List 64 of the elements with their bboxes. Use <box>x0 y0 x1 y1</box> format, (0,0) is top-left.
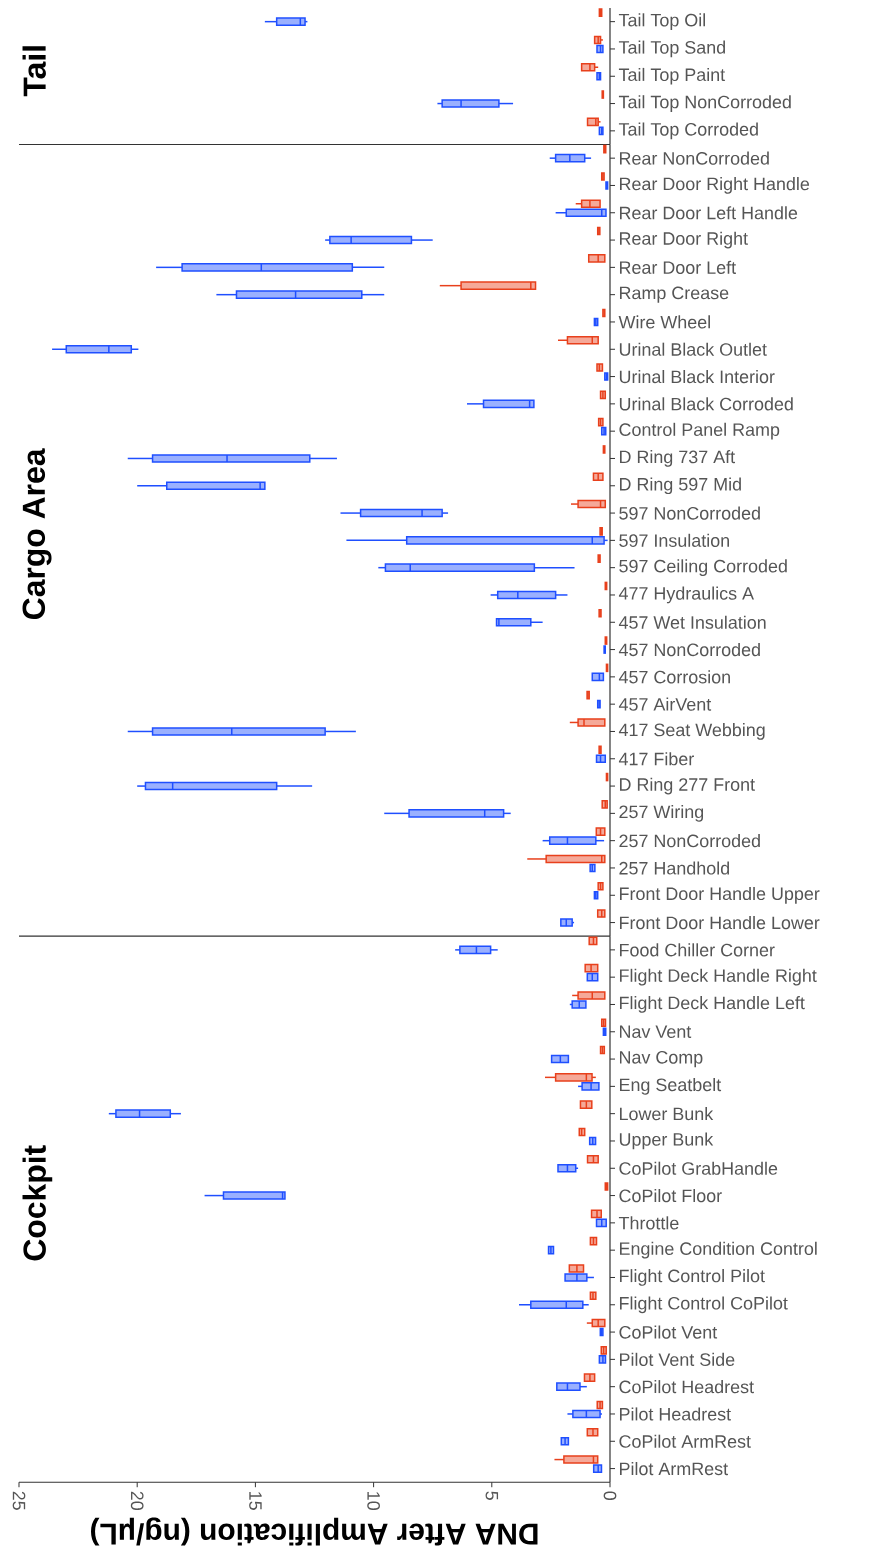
x-tick-label: 25 <box>12 1491 26 1510</box>
y-tick-label: Engine Condition Control <box>619 1241 817 1259</box>
y-tick-label: Wire Wheel <box>618 315 710 329</box>
y-tick-label: 477 Hydraulics A <box>618 586 754 604</box>
text: Cargo Area <box>22 448 52 619</box>
y-tick-label: Flight Control CoPilot <box>619 1296 788 1314</box>
y-tick-label: Pilot Vent Side <box>619 1352 735 1366</box>
y-tick-label: 597 Insulation <box>619 533 729 547</box>
text: Cockpit <box>22 1145 53 1261</box>
x-tick-label: 0 <box>603 1491 617 1501</box>
y-tick-label: D Ring 597 Mid <box>619 477 741 495</box>
y-tick-label: CoPilot ArmRest <box>619 1434 751 1448</box>
y-tick-label: 257 Wiring <box>619 805 704 822</box>
y-tick-label: 257 NonCorroded <box>619 834 760 848</box>
y-tick-label: D Ring 277 Front <box>619 777 755 795</box>
y-tick-label: 457 AirVent <box>618 697 712 711</box>
y-tick-label: CoPilot Vent <box>619 1325 718 1339</box>
y-tick-label: Rear Door Right <box>619 231 748 249</box>
y-tick-label: 417 Fiber <box>618 752 694 766</box>
y-tick-label: 457 NonCorroded <box>618 642 760 657</box>
y-tick-label: Urinal Black Corroded <box>619 397 793 411</box>
y-tick-label: CoPilot Floor <box>619 1188 722 1203</box>
y-tick-label: Nav Vent <box>619 1025 692 1039</box>
y-tick-label: Tail Top Paint <box>618 67 726 85</box>
x-tick-label: 10 <box>367 1492 380 1510</box>
y-tick-label: Front Door Handle Upper <box>619 886 820 904</box>
y-tick-label: Flight Deck Handle Left <box>619 996 805 1013</box>
y-tick-label: Flight Deck Handle Right <box>619 968 817 986</box>
y-tick-label: Pilot ArmRest <box>619 1461 728 1476</box>
y-tick-label: Rear Door Left <box>619 260 736 274</box>
y-tick-label: CoPilot GrabHandle <box>619 1161 778 1175</box>
y-tick-label: Eng Seatbelt <box>619 1078 722 1095</box>
y-tick-label: Rear Door Left Handle <box>619 206 798 220</box>
x-tick-label: 5 <box>485 1491 499 1500</box>
y-tick-label: 417 Seat Webbing <box>618 723 765 740</box>
y-tick-label: Throttle <box>618 1216 679 1230</box>
y-tick-label: Lower Bunk <box>619 1107 714 1121</box>
y-tick-label: 597 NonCorroded <box>619 506 760 520</box>
y-tick-label: Pilot Headrest <box>619 1407 731 1421</box>
y-tick-label: Control Panel Ramp <box>619 422 780 440</box>
y-tick-label: Rear Door Right Handle <box>619 177 810 194</box>
y-tick-label: Tail Top Oil <box>618 13 705 31</box>
y-tick-label: 457 Corrosion <box>618 670 730 684</box>
y-tick-label: Food Chiller Corner <box>619 943 775 957</box>
y-tick-label: Tail Top NonCorroded <box>618 95 791 112</box>
x-tick-label: 15 <box>249 1492 262 1510</box>
y-tick-label: 457 Wet Insulation <box>618 615 766 629</box>
y-tick-label: Upper Bunk <box>619 1132 714 1150</box>
y-tick-label: 257 Handhold <box>619 861 729 875</box>
y-tick-label: D Ring 737 Aft <box>619 450 735 467</box>
y-tick-label: Ramp Crease <box>619 286 729 303</box>
y-tick-label: Flight Control Pilot <box>619 1269 765 1286</box>
y-tick-label: 597 Ceiling Corroded <box>619 559 787 577</box>
y-tick-label: Rear NonCorroded <box>619 151 769 165</box>
y-tick-label: Urinal Black Outlet <box>619 342 767 356</box>
x-tick-label: 20 <box>130 1491 144 1510</box>
y-tick-label: Tail Top Sand <box>618 40 725 58</box>
x-axis-title: DNA After Amplification (ng/μL) <box>91 1517 538 1546</box>
y-tick-label: Urinal Black Interior <box>619 369 775 384</box>
y-tick-label: Nav Comp <box>619 1050 703 1068</box>
text: Tail <box>22 46 46 97</box>
y-tick-label: Front Door Handle Lower <box>619 915 820 930</box>
y-tick-label: CoPilot Headrest <box>619 1380 754 1394</box>
y-tick-label: Tail Top Corroded <box>618 122 758 140</box>
